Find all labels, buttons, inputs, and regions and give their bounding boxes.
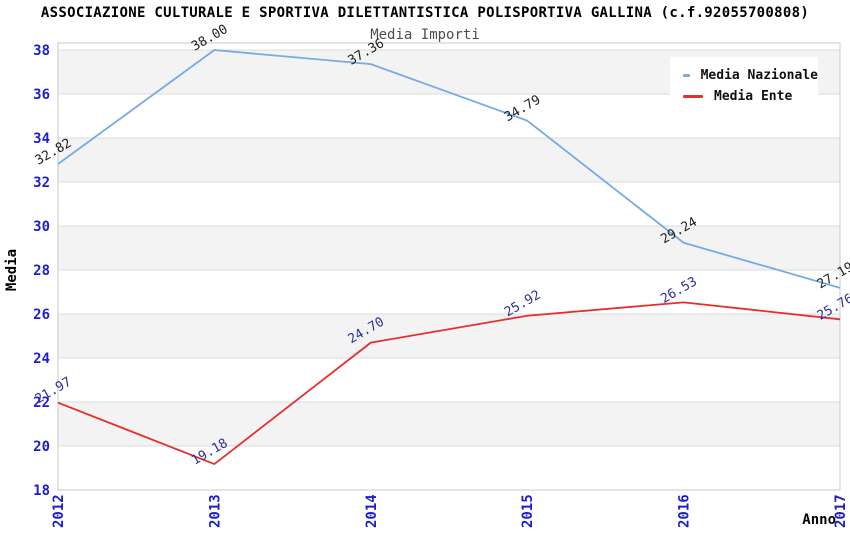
x-tick-label: 2014 [364, 494, 380, 528]
chart-subtitle: Media Importi [370, 27, 480, 43]
grid-band [58, 402, 840, 447]
x-tick-label: 2016 [677, 494, 693, 528]
y-tick-label: 26 [33, 307, 50, 323]
series-line-media-nazionale [57, 49, 841, 289]
y-tick-label: 22 [33, 395, 50, 411]
legend-item-media-nazionale: Media Nazionale [683, 66, 818, 85]
line-swatch-icon [683, 95, 703, 98]
data-label: 34.79 [502, 93, 543, 126]
legend-label: Media Ente [714, 89, 793, 104]
y-tick-label: 34 [33, 131, 50, 147]
y-tick-label: 32 [33, 175, 50, 191]
grid-band [58, 314, 840, 359]
y-tick-label: 28 [33, 263, 50, 279]
y-tick-label: 38 [33, 43, 50, 59]
x-tick-label: 2015 [520, 494, 536, 528]
y-tick-label: 20 [33, 439, 50, 455]
legend-item-media-ente: Media Ente [683, 87, 818, 106]
grid-band [58, 226, 840, 271]
y-tick-label: 18 [33, 483, 50, 499]
legend: Media Nazionale Media Ente [670, 57, 818, 115]
y-tick-label: 24 [33, 351, 50, 367]
x-axis-title: Anno [802, 512, 836, 528]
y-axis-title: Media [4, 249, 20, 291]
page-title: ASSOCIAZIONE CULTURALE E SPORTIVA DILETT… [40, 5, 810, 21]
x-tick-label: 2012 [51, 494, 67, 528]
line-swatch-icon [683, 74, 690, 77]
y-tick-label: 36 [33, 87, 50, 103]
grid-band [58, 138, 840, 183]
series-line-media-ente [57, 301, 841, 465]
x-tick-label: 2017 [833, 494, 849, 528]
y-tick-label: 30 [33, 219, 50, 235]
legend-label: Media Nazionale [700, 68, 818, 83]
x-tick-label: 2013 [207, 494, 223, 528]
plot-frame [57, 42, 841, 491]
